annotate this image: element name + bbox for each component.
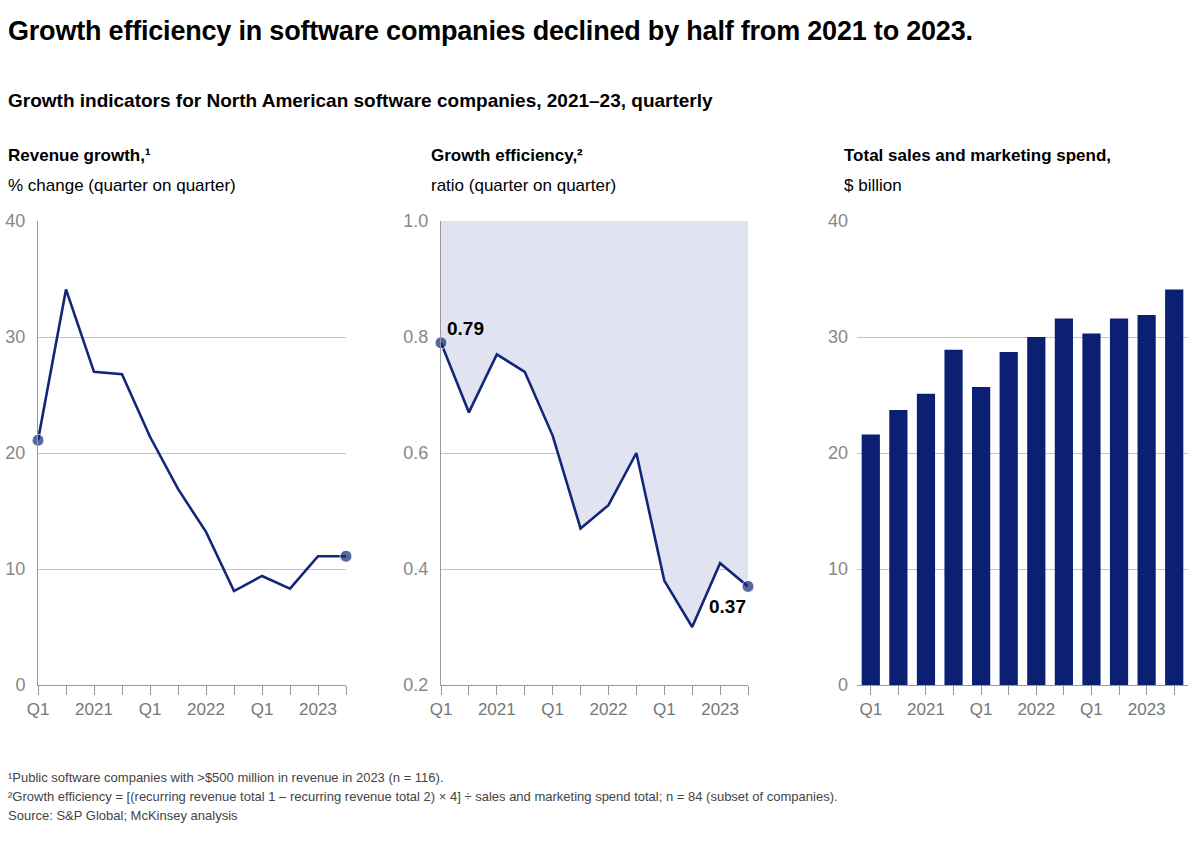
svg-text:30: 30	[5, 327, 25, 347]
svg-text:2021: 2021	[478, 700, 516, 719]
svg-text:10: 10	[828, 559, 848, 579]
svg-text:Q1: Q1	[251, 700, 274, 719]
svg-text:0.2: 0.2	[403, 675, 428, 695]
svg-text:Q1: Q1	[1080, 700, 1103, 719]
svg-text:10: 10	[5, 559, 25, 579]
svg-text:2021: 2021	[907, 700, 945, 719]
svg-text:2021: 2021	[75, 700, 113, 719]
svg-text:2022: 2022	[187, 700, 225, 719]
svg-text:Q1: Q1	[27, 700, 50, 719]
svg-text:2023: 2023	[1128, 700, 1166, 719]
svg-text:0: 0	[15, 675, 25, 695]
html-text:Growth indicators for North Am: Growth indicators for North American sof…	[8, 90, 713, 111]
svg-text:40: 40	[5, 211, 25, 231]
svg-text:0.8: 0.8	[403, 327, 428, 347]
svg-text:30: 30	[828, 327, 848, 347]
svg-text:1.0: 1.0	[403, 211, 428, 231]
html-text:Growth efficiency,²: Growth efficiency,²	[431, 146, 583, 165]
html-text:¹Public software companies wit: ¹Public software companies with >$500 mi…	[8, 770, 444, 785]
svg-text:0.79: 0.79	[447, 318, 484, 339]
svg-text:40: 40	[828, 211, 848, 231]
svg-text:0.6: 0.6	[403, 443, 428, 463]
html-text:²Growth efficiency = [(recurri: ²Growth efficiency = [(recurring revenue…	[8, 789, 838, 804]
svg-text:Q1: Q1	[859, 700, 882, 719]
svg-text:0.4: 0.4	[403, 559, 428, 579]
svg-text:Q1: Q1	[430, 700, 453, 719]
svg-text:2023: 2023	[299, 700, 337, 719]
svg-text:20: 20	[5, 443, 25, 463]
svg-text:Q1: Q1	[970, 700, 993, 719]
html-text:$ billion: $ billion	[844, 176, 902, 195]
svg-text:2022: 2022	[590, 700, 628, 719]
html-text:Revenue growth,¹: Revenue growth,¹	[8, 146, 151, 165]
html-text:ratio (quarter on quarter): ratio (quarter on quarter)	[431, 176, 617, 195]
svg-text:Q1: Q1	[541, 700, 564, 719]
svg-text:0.37: 0.37	[709, 596, 746, 617]
svg-text:20: 20	[828, 443, 848, 463]
html-text:Total sales and marketing spen: Total sales and marketing spend,	[844, 146, 1111, 165]
svg-text:2023: 2023	[701, 700, 739, 719]
html-text:Growth efficiency in software: Growth efficiency in software companies …	[8, 16, 973, 46]
html-text:Source: S&P Global; McKinsey a: Source: S&P Global; McKinsey analysis	[8, 808, 238, 823]
svg-text:Q1: Q1	[139, 700, 162, 719]
svg-text:0: 0	[838, 675, 848, 695]
html-text:% change (quarter on quarter): % change (quarter on quarter)	[8, 176, 236, 195]
svg-text:Q1: Q1	[653, 700, 676, 719]
svg-text:2022: 2022	[1017, 700, 1055, 719]
